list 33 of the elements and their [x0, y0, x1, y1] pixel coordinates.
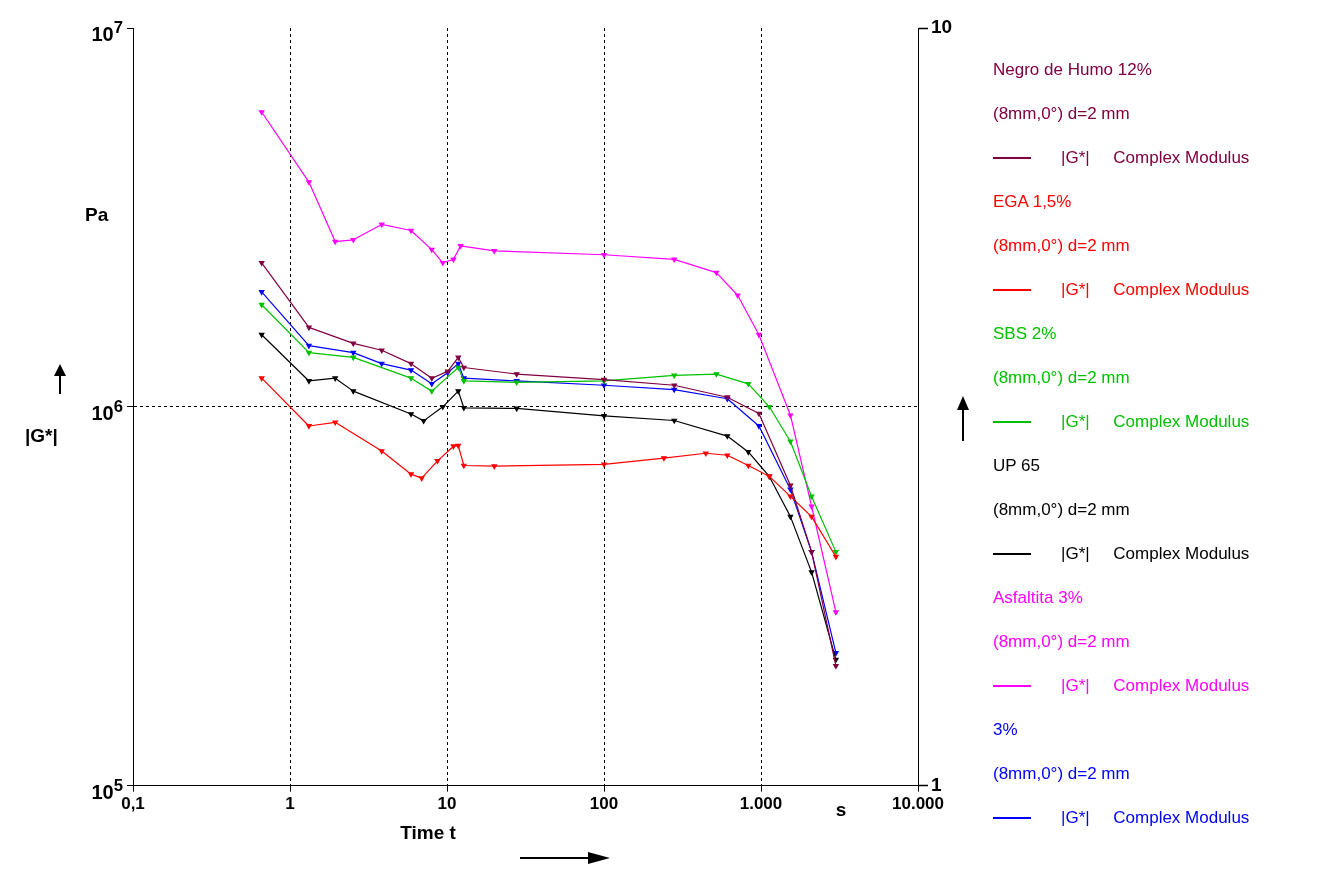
text: (8mm,0°) d=2 mm: [993, 631, 1131, 653]
text: Pa: [85, 204, 109, 226]
text: (8mm,0°) d=2 mm: [993, 103, 1131, 125]
text: Asfaltita 3%: [993, 587, 1084, 609]
text: (8mm,0°) d=2 mm: [993, 499, 1131, 521]
y2-tick-label: 1: [931, 773, 942, 795]
y-tick-label: 10$^{6}$: [91, 395, 123, 426]
x-tick-label: 1.000: [739, 794, 783, 814]
text: SBS 2%: [993, 323, 1058, 345]
x-tick-label: 1: [285, 794, 295, 814]
y2-tick-label: 10: [931, 16, 953, 38]
text: s: [835, 798, 847, 820]
x-tick-label: 100: [589, 794, 619, 814]
legend-label: |G*| Complex Modulus: [1061, 543, 1250, 565]
legend-label: |G*| Complex Modulus: [1061, 279, 1250, 301]
text: Negro de Humo 12%: [993, 59, 1153, 81]
text: 3%: [993, 719, 1019, 741]
text: EGA 1,5%: [993, 191, 1073, 213]
text: (8mm,0°) d=2 mm: [993, 235, 1131, 257]
text: (8mm,0°) d=2 mm: [993, 367, 1131, 389]
x-tick-label: 10.000: [892, 794, 944, 814]
text: (8mm,0°) d=2 mm: [993, 763, 1131, 785]
legend-label: |G*| Complex Modulus: [1061, 807, 1250, 829]
x-tick-label: 10: [437, 794, 457, 814]
y-tick-label: 10$^{5}$: [91, 774, 123, 803]
legend-label: |G*| Complex Modulus: [1061, 411, 1250, 433]
x-axis-title: Time t: [400, 821, 457, 843]
y-tick-label: 10$^{7}$: [91, 17, 123, 47]
legend-label: |G*| Complex Modulus: [1061, 675, 1250, 697]
y-axis-title: |G*|: [25, 425, 58, 447]
legend-label: |G*| Complex Modulus: [1061, 147, 1250, 169]
text: UP 65: [993, 455, 1041, 477]
x-tick-label: 0,1: [121, 794, 145, 814]
